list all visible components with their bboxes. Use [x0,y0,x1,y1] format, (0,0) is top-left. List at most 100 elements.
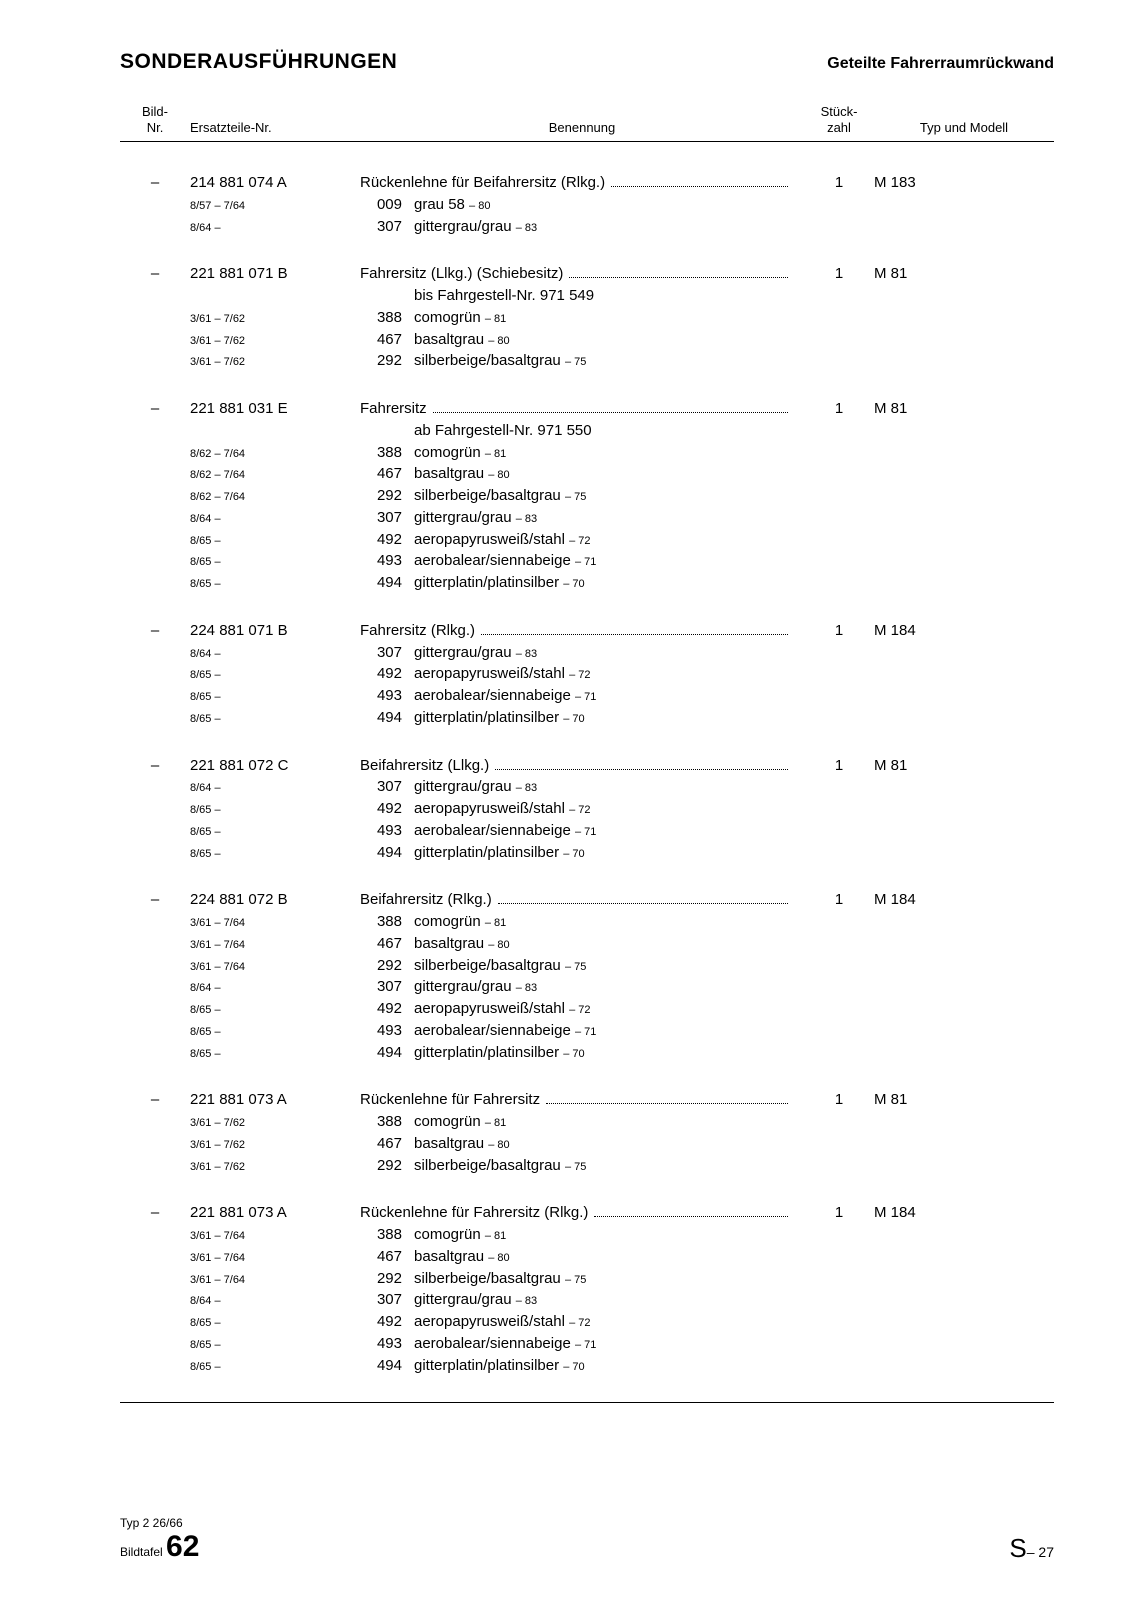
footer-line1: Typ 2 26/66 [120,1516,1054,1530]
color-cell: 467basaltgrau – 80 [360,463,804,485]
color-code: 467 [360,463,402,485]
col-benennung: Benennung [360,120,804,135]
color-text: basaltgrau [414,1248,488,1265]
color-text: grau 58 [414,196,469,213]
part-group: –221 881 031 EFahrersitz 1M 81ab Fahrges… [120,398,1054,594]
color-suffix: – 71 [575,556,596,568]
part-number: 221 881 073 A [190,1202,360,1224]
part-main-row: –214 881 074 ARückenlehne für Beifahrers… [120,172,1054,194]
color-code: 307 [360,976,402,998]
date-range: 8/65 – [190,555,360,571]
color-text: gittergrau/grau [414,978,516,995]
color-cell: 494gitterplatin/platinsilber – 70 [360,842,804,864]
color-code: 307 [360,642,402,664]
color-row: 3/61 – 7/62292silberbeige/basaltgrau – 7… [120,1155,1054,1177]
date-range: 8/65 – [190,1047,360,1063]
color-code: 388 [360,911,402,933]
color-text: silberbeige/basaltgrau [414,1270,565,1287]
color-row: 3/61 – 7/64467basaltgrau – 80 [120,1246,1054,1268]
subtitle-text: bis Fahrgestell-Nr. 971 549 [360,285,804,307]
color-row: 8/65 –493aerobalear/siennabeige – 71 [120,550,1054,572]
color-text: gittergrau/grau [414,644,516,661]
color-code: 307 [360,776,402,798]
date-range: 3/61 – 7/62 [190,334,360,350]
benennung: Beifahrersitz (Llkg.) [360,755,804,777]
color-suffix: – 71 [575,1026,596,1038]
qty: 1 [804,755,874,777]
color-suffix: – 75 [565,1274,586,1286]
date-range: 8/64 – [190,1294,360,1310]
date-range: 3/61 – 7/64 [190,1273,360,1289]
color-code: 493 [360,685,402,707]
date-range: 3/61 – 7/62 [190,1138,360,1154]
color-text: basaltgrau [414,935,488,952]
color-code: 492 [360,529,402,551]
color-code: 467 [360,933,402,955]
color-row: 8/65 –492aeropapyrusweiß/stahl – 72 [120,1311,1054,1333]
benennung: Rückenlehne für Fahrersitz [360,1089,804,1111]
color-row: 8/64 –307gittergrau/grau – 83 [120,507,1054,529]
qty: 1 [804,889,874,911]
benennung: Rückenlehne für Beifahrersitz (Rlkg.) [360,172,804,194]
color-code: 492 [360,1311,402,1333]
color-cell: 307gittergrau/grau – 83 [360,507,804,529]
date-range: 3/61 – 7/64 [190,916,360,932]
color-code: 492 [360,798,402,820]
color-code: 307 [360,1289,402,1311]
color-suffix: – 70 [563,1048,584,1060]
color-suffix: – 83 [516,513,537,525]
color-row: 8/65 –492aeropapyrusweiß/stahl – 72 [120,798,1054,820]
part-group: –224 881 071 BFahrersitz (Rlkg.) 1M 184 8… [120,620,1054,729]
color-text: gitterplatin/platinsilber [414,1044,563,1061]
color-cell: 292silberbeige/basaltgrau – 75 [360,1155,804,1177]
color-cell: 492aeropapyrusweiß/stahl – 72 [360,798,804,820]
color-row: 8/65 –493aerobalear/siennabeige – 71 [120,685,1054,707]
color-suffix: – 81 [485,313,506,325]
part-main-row: –221 881 071 BFahrersitz (Llkg.) (Schieb… [120,263,1054,285]
date-range: 8/65 – [190,712,360,728]
color-text: aeropapyrusweiß/stahl [414,665,569,682]
color-code: 493 [360,820,402,842]
model: M 81 [874,1089,1054,1111]
color-cell: 307gittergrau/grau – 83 [360,976,804,998]
date-range: 8/64 – [190,647,360,663]
color-cell: 292silberbeige/basaltgrau – 75 [360,955,804,977]
column-headers: Bild-Nr. Ersatzteile-Nr. Benennung Stück… [120,104,1054,142]
color-code: 292 [360,485,402,507]
color-suffix: – 72 [569,1317,590,1329]
qty: 1 [804,1202,874,1224]
color-code: 292 [360,1268,402,1290]
color-suffix: – 70 [563,578,584,590]
color-suffix: – 80 [488,1252,509,1264]
subtitle-row: bis Fahrgestell-Nr. 971 549 [120,285,1054,307]
color-suffix: – 75 [565,356,586,368]
color-row: 8/64 –307gittergrau/grau – 83 [120,216,1054,238]
color-row: 8/65 –494gitterplatin/platinsilber – 70 [120,842,1054,864]
col-bild: Bild-Nr. [120,104,190,135]
color-code: 292 [360,955,402,977]
color-cell: 307gittergrau/grau – 83 [360,642,804,664]
color-row: 8/65 –494gitterplatin/platinsilber – 70 [120,572,1054,594]
benennung: Fahrersitz (Rlkg.) [360,620,804,642]
color-row: 3/61 – 7/64292silberbeige/basaltgrau – 7… [120,955,1054,977]
color-row: 3/61 – 7/62388comogrün – 81 [120,307,1054,329]
color-cell: 493aerobalear/siennabeige – 71 [360,820,804,842]
date-range: 3/61 – 7/64 [190,1229,360,1245]
color-row: 3/61 – 7/62292silberbeige/basaltgrau – 7… [120,350,1054,372]
part-main-row: –221 881 073 ARückenlehne für Fahrersitz… [120,1089,1054,1111]
color-cell: 388comogrün – 81 [360,307,804,329]
color-code: 292 [360,350,402,372]
color-cell: 493aerobalear/siennabeige – 71 [360,1020,804,1042]
date-range: 8/65 – [190,847,360,863]
color-row: 8/62 – 7/64388comogrün – 81 [120,442,1054,464]
part-main-row: –224 881 071 BFahrersitz (Rlkg.) 1M 184 [120,620,1054,642]
color-text: gitterplatin/platinsilber [414,709,563,726]
title: SONDERAUSFÜHRUNGEN [120,50,397,74]
part-main-row: –221 881 072 CBeifahrersitz (Llkg.) 1M 8… [120,755,1054,777]
color-code: 307 [360,507,402,529]
color-cell: 467basaltgrau – 80 [360,1246,804,1268]
color-cell: 307gittergrau/grau – 83 [360,1289,804,1311]
color-text: comogrün [414,913,485,930]
color-cell: 292 silberbeige/basaltgrau – 75 [360,1268,804,1290]
color-suffix: – 70 [563,713,584,725]
